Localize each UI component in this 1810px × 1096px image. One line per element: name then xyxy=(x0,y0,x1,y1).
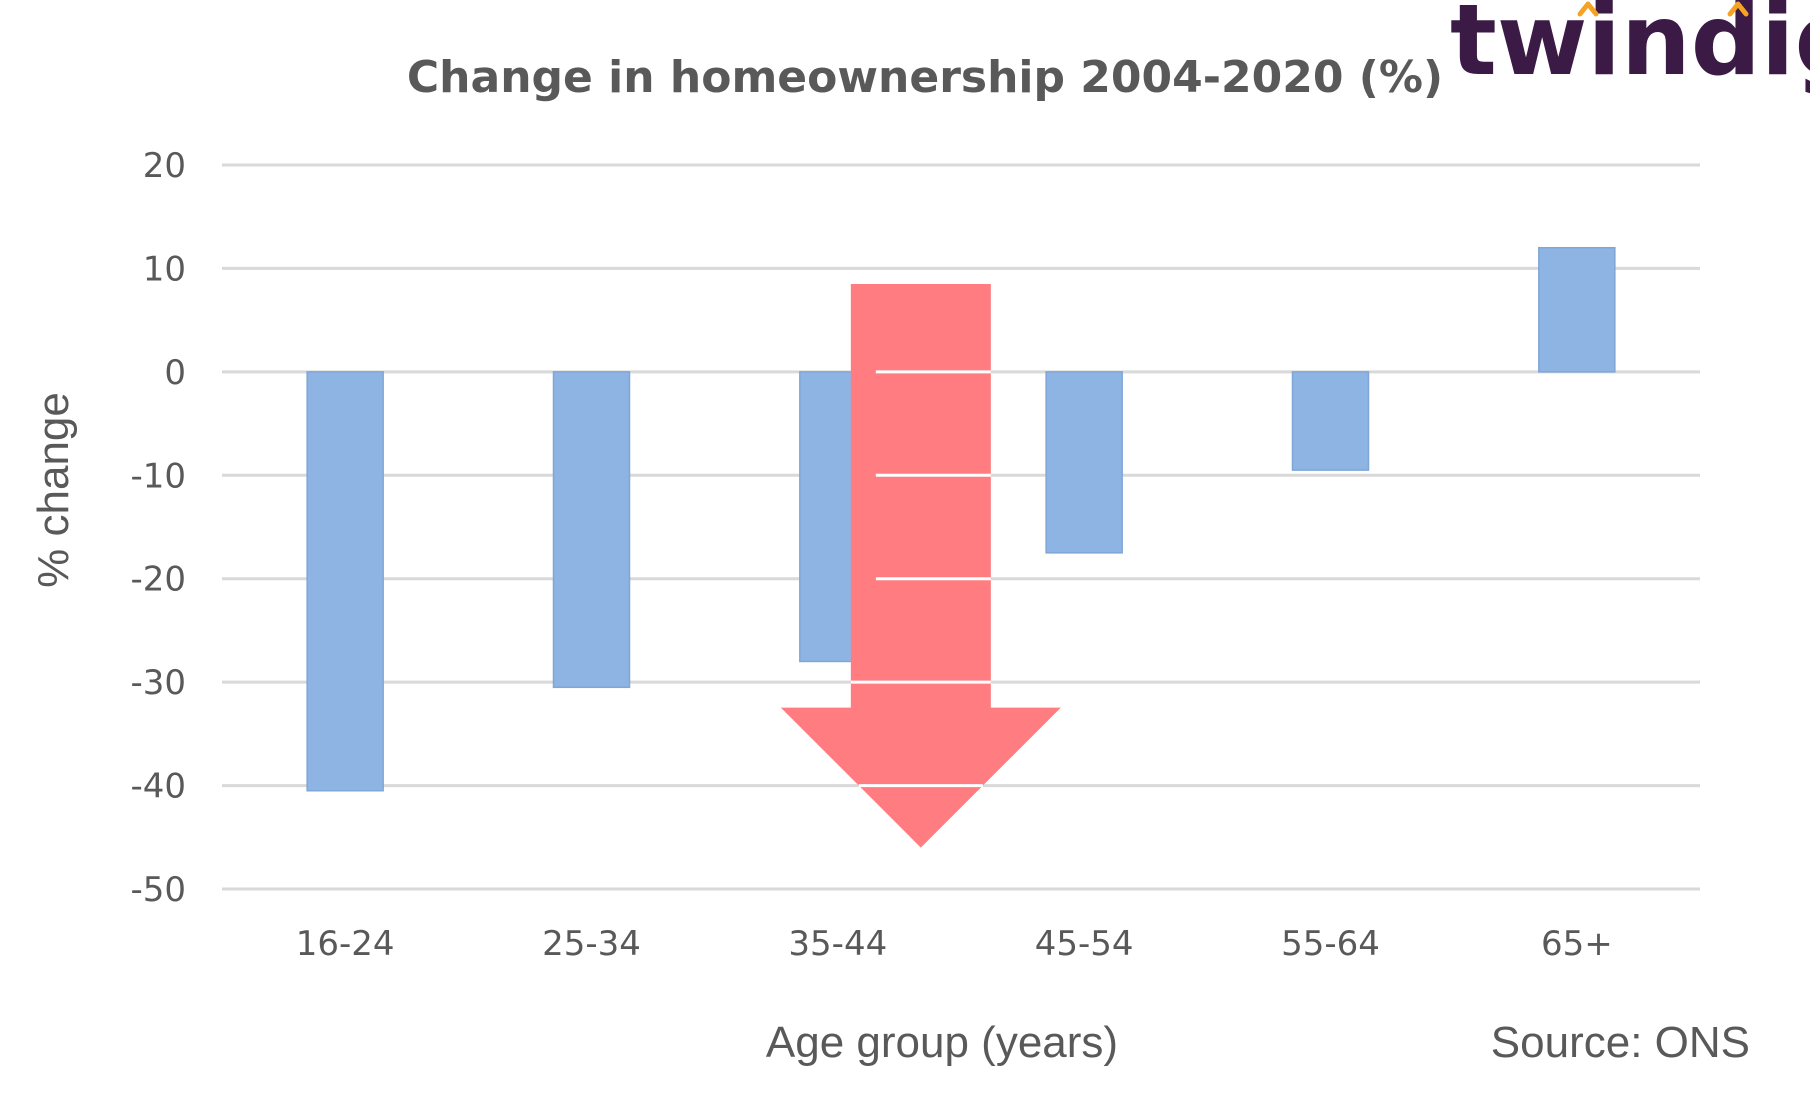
bar-45-54 xyxy=(1045,371,1123,554)
x-tick-label: 65+ xyxy=(1541,924,1613,964)
bar-55-64 xyxy=(1291,371,1370,471)
x-tick-label: 45-54 xyxy=(1035,924,1134,964)
annotations xyxy=(780,283,1061,848)
bar-65+ xyxy=(1538,246,1616,373)
x-tick-label: 35-44 xyxy=(788,924,887,964)
x-axis-ticks: 16-24 25-34 35-44 45-54 55-64 65+ xyxy=(296,924,1613,964)
y-tick-label: 20 xyxy=(143,146,186,186)
x-tick-label: 16-24 xyxy=(296,924,395,964)
bars xyxy=(306,246,1616,792)
y-tick-label: 0 xyxy=(164,353,186,393)
x-axis-label: Age group (years) xyxy=(766,1018,1118,1067)
y-axis-ticks: 20 10 0 -10 -20 -30 -40 -50 xyxy=(130,146,186,910)
y-tick-label: 10 xyxy=(143,249,186,289)
y-axis-label: % change xyxy=(29,392,78,588)
bar-25-34 xyxy=(552,371,631,689)
chart-title: Change in homeownership 2004-2020 (%) xyxy=(407,52,1443,103)
source-label: Source: ONS xyxy=(1491,1018,1750,1067)
x-tick-label: 25-34 xyxy=(542,924,641,964)
logo-caret-icon xyxy=(1727,1,1749,17)
y-tick-label: -50 xyxy=(130,870,186,910)
twindig-logo: twindig xyxy=(1450,0,1810,98)
x-tick-label: 55-64 xyxy=(1281,924,1380,964)
y-tick-label: -30 xyxy=(130,663,186,703)
y-tick-label: -10 xyxy=(130,456,186,496)
bar-16-24 xyxy=(306,371,384,792)
y-tick-label: -20 xyxy=(130,560,186,600)
logo-caret-icon xyxy=(1577,1,1599,17)
down-arrow-icon xyxy=(780,283,1061,848)
logo-text: twindig xyxy=(1450,0,1810,98)
gridlines-overlay xyxy=(850,370,991,788)
y-tick-label: -40 xyxy=(130,767,186,807)
